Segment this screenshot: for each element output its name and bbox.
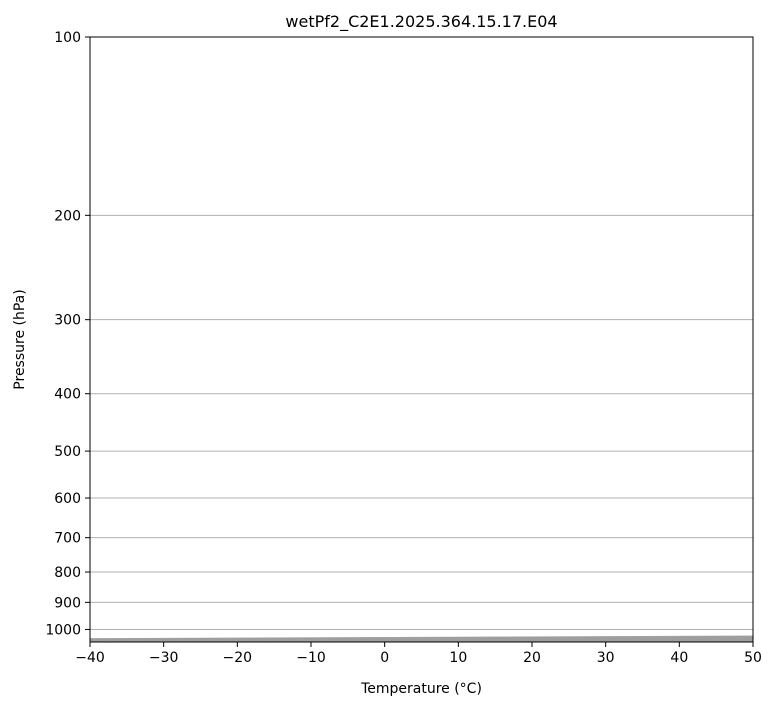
x-axis-ticks: −40 −30 −20 −10 0 10 20 30 40 50 xyxy=(75,642,762,666)
isotherm-line xyxy=(90,637,753,641)
isotherm-line xyxy=(90,636,753,640)
moist-adiabat xyxy=(237,639,753,642)
isotherm-line xyxy=(90,637,753,642)
mixing-ratio-line xyxy=(394,640,753,642)
mixing-ratio-line xyxy=(622,640,753,642)
pressure-grid xyxy=(90,37,753,630)
isotherm-line xyxy=(605,640,753,642)
isotherm-line xyxy=(90,636,753,640)
moist-adiabat xyxy=(502,640,753,642)
mixing-ratio-line xyxy=(365,639,753,642)
x-tick-label: 0 xyxy=(380,650,389,666)
isotherm-line xyxy=(90,637,753,642)
isotherm-line xyxy=(90,635,753,640)
dry-adiabat xyxy=(688,641,753,642)
mixing-ratio-line xyxy=(185,639,753,642)
moist-adiabat xyxy=(649,641,753,642)
mixing-ratio-line xyxy=(262,639,753,642)
isotherm-line xyxy=(90,638,753,642)
moist-adiabat xyxy=(325,639,753,642)
mixing-ratio-line xyxy=(572,640,753,642)
chart-title: wetPf2_C2E1.2025.364.15.17.E04 xyxy=(285,12,557,32)
isotherm-line xyxy=(90,635,753,640)
isotherm-line xyxy=(90,638,753,642)
plot-frame xyxy=(89,36,754,643)
dry-adiabat xyxy=(389,640,753,642)
x-tick-label: −40 xyxy=(75,650,105,666)
moist-adiabat xyxy=(414,640,753,642)
x-tick-label: −20 xyxy=(223,650,253,666)
y-tick-label: 300 xyxy=(54,313,81,329)
y-tick-label: 800 xyxy=(54,565,81,581)
y-tick-label: 1000 xyxy=(45,622,81,638)
moist-adiabat xyxy=(531,640,753,642)
moist-adiabat xyxy=(561,640,753,642)
mixing-ratio-line xyxy=(131,639,753,642)
x-tick-label: 40 xyxy=(670,650,688,666)
isotherm-line xyxy=(90,636,753,641)
x-tick-label: −30 xyxy=(149,650,179,666)
isotherm-line xyxy=(90,638,753,642)
isotherm-line xyxy=(752,641,753,642)
x-tick-label: 20 xyxy=(523,650,541,666)
dry-adiabat xyxy=(538,640,753,642)
isotherm-line xyxy=(163,639,753,642)
x-tick-label: 30 xyxy=(597,650,615,666)
mixing-ratio-line xyxy=(436,640,753,642)
isotherm-line xyxy=(90,636,753,641)
isotherm-line xyxy=(90,638,753,642)
y-tick-label: 100 xyxy=(54,30,81,46)
y-tick-label: 900 xyxy=(54,595,81,611)
isotherm-line xyxy=(531,640,753,642)
y-tick-label: 700 xyxy=(54,531,81,547)
mixing-ratio-line xyxy=(546,640,753,642)
y-tick-label: 600 xyxy=(54,491,81,507)
y-tick-label: 500 xyxy=(54,444,81,460)
moist-adiabat xyxy=(355,639,753,642)
mixing-ratio-line xyxy=(218,639,753,642)
dry-adiabat xyxy=(239,639,753,642)
x-tick-label: 50 xyxy=(744,650,762,666)
isotherm-line xyxy=(384,640,753,642)
moist-adiabat xyxy=(620,640,753,642)
y-axis-ticks: 100 200 300 400 500 600 700 800 900 1000 xyxy=(45,30,90,638)
isotherm-line xyxy=(310,639,753,642)
dry-adiabat xyxy=(613,640,753,642)
mixing-ratio-line xyxy=(326,639,753,642)
isotherm-line xyxy=(679,641,753,642)
moist-adiabat xyxy=(590,640,753,642)
isotherm-line xyxy=(237,639,753,642)
moist-adiabat xyxy=(443,640,753,642)
moist-adiabat xyxy=(266,639,753,642)
y-tick-label: 400 xyxy=(54,387,81,403)
isotherm-line xyxy=(458,640,753,642)
mixing-ratio-line xyxy=(299,639,753,642)
moist-adiabat xyxy=(473,640,753,642)
moist-adiabat xyxy=(679,641,753,642)
mixing-ratio-line xyxy=(467,640,753,642)
mixing-ratio-line xyxy=(492,640,753,642)
y-tick-label: 200 xyxy=(54,208,81,224)
dry-adiabat xyxy=(763,37,775,642)
moist-adiabat xyxy=(384,640,753,642)
moist-adiabat xyxy=(708,641,753,642)
y-axis-title: Pressure (hPa) xyxy=(12,289,28,389)
mixing-ratio-line xyxy=(645,641,753,642)
mixing-ratio-line xyxy=(522,640,753,642)
mixing-ratio-line xyxy=(90,638,753,642)
x-axis-title: Temperature (°C) xyxy=(360,681,482,697)
background-lines xyxy=(90,37,775,642)
dry-adiabat xyxy=(314,639,753,642)
dry-adiabat xyxy=(464,640,753,642)
moist-adiabat xyxy=(296,639,753,642)
x-tick-label: −10 xyxy=(296,650,326,666)
x-tick-label: 10 xyxy=(449,650,467,666)
mixing-ratio-line xyxy=(599,640,753,642)
